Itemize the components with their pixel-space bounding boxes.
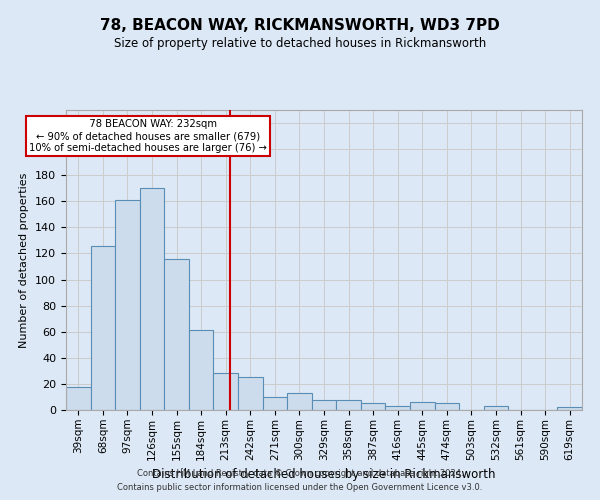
Text: Contains public sector information licensed under the Open Government Licence v3: Contains public sector information licen… <box>118 484 482 492</box>
Text: Contains HM Land Registry data © Crown copyright and database right 2024.: Contains HM Land Registry data © Crown c… <box>137 468 463 477</box>
Bar <box>361 404 385 410</box>
Bar <box>434 404 459 410</box>
Text: 78 BEACON WAY: 232sqm
← 90% of detached houses are smaller (679)
10% of semi-det: 78 BEACON WAY: 232sqm ← 90% of detached … <box>29 120 268 152</box>
Bar <box>263 397 287 410</box>
Y-axis label: Number of detached properties: Number of detached properties <box>19 172 29 348</box>
Bar <box>140 188 164 410</box>
Bar <box>115 200 140 410</box>
Bar <box>484 406 508 410</box>
Bar <box>557 408 582 410</box>
Bar <box>214 374 238 410</box>
Bar <box>385 406 410 410</box>
Bar <box>238 378 263 410</box>
Text: Size of property relative to detached houses in Rickmansworth: Size of property relative to detached ho… <box>114 38 486 51</box>
Bar <box>91 246 115 410</box>
Bar <box>287 393 312 410</box>
Text: 78, BEACON WAY, RICKMANSWORTH, WD3 7PD: 78, BEACON WAY, RICKMANSWORTH, WD3 7PD <box>100 18 500 32</box>
Bar <box>164 258 189 410</box>
Bar <box>189 330 214 410</box>
Bar <box>410 402 434 410</box>
Bar <box>336 400 361 410</box>
X-axis label: Distribution of detached houses by size in Rickmansworth: Distribution of detached houses by size … <box>152 468 496 481</box>
Bar <box>66 386 91 410</box>
Bar <box>312 400 336 410</box>
